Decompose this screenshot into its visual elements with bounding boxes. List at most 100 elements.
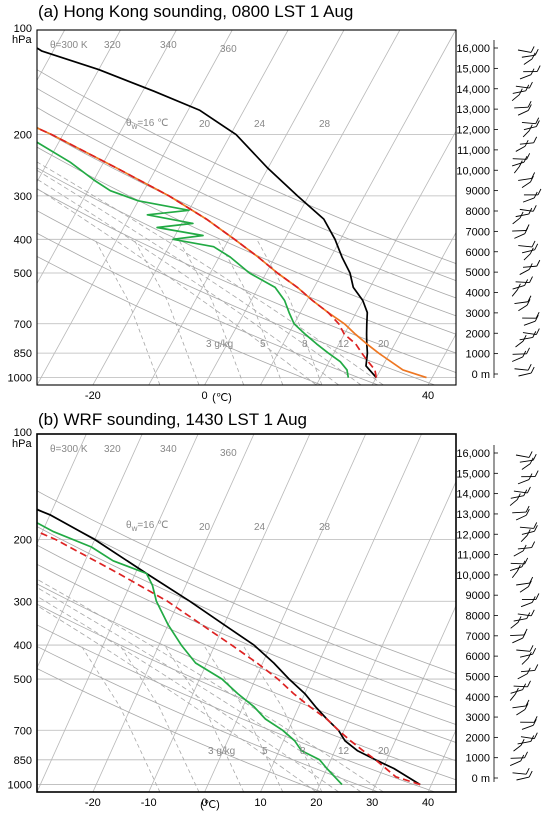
pressure-tick-label: 700 [14, 319, 32, 331]
wind-barb-feather [535, 117, 540, 124]
dry-adiabat-label: 320 [104, 40, 121, 51]
dry-adiabat-line [37, 255, 322, 385]
temperature-axis-label: (℃) [200, 799, 220, 811]
wind-barb-feather [536, 120, 540, 127]
height-tick-label: 16,000 [456, 43, 490, 55]
wind-barb-shaft [515, 213, 529, 218]
wind-barb-feather [524, 140, 529, 147]
wind-barb-feather [533, 732, 538, 739]
plot-frame [36, 29, 457, 386]
moist-adiabat-label: θw=16 ℃ [126, 520, 168, 533]
wind-barb-feather [531, 541, 536, 548]
wind-barb-feather [535, 328, 540, 335]
wind-barb-shaft [519, 653, 533, 658]
wind-barb-feather [517, 283, 521, 291]
wind-barb-feather [535, 593, 540, 600]
mixing-ratio-label: 5 [260, 339, 266, 350]
isotherm-line [37, 434, 199, 792]
wind-barb-feather [530, 609, 535, 617]
isotherm-line [92, 30, 289, 385]
wind-barb-feather [522, 350, 527, 358]
wind-barb-feather [530, 366, 535, 374]
moist-adiabat-label-subscript: w [131, 524, 138, 533]
wind-barb-feather [531, 240, 536, 248]
mixing-ratio-line [80, 644, 161, 792]
wind-barb-shaft [515, 281, 530, 284]
wind-barb-shaft [511, 94, 520, 102]
wind-barb-feather [526, 667, 531, 674]
moist-adiabat-line [37, 605, 317, 792]
wind-barb-feather [532, 205, 537, 212]
wind-barb-shaft [510, 495, 524, 499]
wind-barb-shaft [513, 744, 522, 752]
pressure-tick-label: 200 [14, 130, 32, 142]
mixing-ratio-label: 20 [378, 339, 390, 350]
mixing-ratio-label: 8 [300, 746, 306, 757]
wind-barb-shaft [512, 772, 527, 775]
dry-adiabat-line [37, 69, 456, 265]
wind-barb-shaft [517, 479, 530, 485]
isotherm-line [0, 434, 31, 792]
dry-adiabat-line [37, 188, 456, 373]
skewt-chart-a: θ=300 K 320 340 360 θw=16 ℃ 20 24 28 3 g/kg 5 8 12 2… [8, 23, 542, 404]
wind-barb-shaft [521, 463, 531, 470]
dry-adiabat-line [37, 167, 456, 354]
wind-barb-shaft [523, 253, 531, 261]
wind-barb-shaft [519, 208, 534, 212]
temperature-tick-label: 10 [254, 797, 266, 809]
wind-barb-feather [526, 153, 531, 160]
height-tick-label: 11,000 [457, 550, 490, 562]
wind-barb-feather [531, 172, 536, 179]
wind-barb-shaft [516, 649, 531, 652]
pressure-unit-label: hPa [12, 34, 32, 46]
dry-adiabat-line [37, 624, 435, 792]
dry-adiabat-label: 340 [160, 444, 177, 455]
wind-barb-feather [535, 311, 540, 319]
wind-barb-shaft [516, 709, 526, 716]
wind-barb-column [511, 46, 542, 377]
wind-barb-shaft [521, 181, 531, 189]
wind-barb-feather [533, 191, 538, 199]
height-tick-label: 11,000 [457, 145, 490, 157]
isotherm-line [427, 728, 456, 792]
wind-barb-shaft [523, 58, 533, 65]
wind-barb-feather [527, 364, 532, 371]
wind-barb-feather [528, 451, 533, 458]
temperature-tick-label: -20 [85, 390, 101, 402]
height-tick-label: 8000 [466, 611, 490, 623]
mixing-ratio-label: 12 [338, 339, 350, 350]
wind-barb-shaft [511, 289, 518, 297]
height-tick-label: 4000 [466, 288, 490, 300]
wind-barb-feather [522, 631, 527, 639]
wind-barb-feather [531, 52, 536, 60]
wind-barb-feather [537, 188, 542, 196]
wind-barb-feather [536, 259, 541, 267]
isotherm-line [315, 480, 456, 792]
sounding-series-line [37, 530, 421, 786]
isotherm-line [37, 30, 177, 285]
wind-barb-shaft [515, 454, 530, 458]
wind-barb-feather [536, 65, 541, 72]
wind-barb-feather [527, 101, 532, 108]
plot-frame [36, 433, 457, 793]
wind-barb-feather [525, 699, 530, 707]
dry-adiabat-line [37, 126, 456, 317]
pressure-tick-label: 100 [14, 427, 32, 439]
wind-barb-feather [528, 473, 533, 480]
wind-barb-shaft [515, 340, 524, 348]
dry-adiabat-label: 360 [220, 448, 237, 459]
wind-barb-feather [528, 580, 532, 587]
moist-adiabat-line [37, 595, 339, 792]
wind-barb-feather [528, 263, 533, 270]
moist-adiabat-label-value: =16 ℃ [137, 520, 168, 531]
wind-barb-shaft [519, 74, 532, 80]
isotherm-line [371, 604, 456, 792]
wind-barb-shaft [512, 356, 523, 362]
mixing-ratio-label: 8 [302, 339, 308, 350]
height-tick-label: 9000 [466, 186, 490, 198]
chart-title-b: (b) WRF sounding, 1430 LST 1 Aug [38, 410, 308, 429]
wind-barb-shaft [521, 657, 529, 665]
isotherm-line [315, 130, 456, 385]
temperature-tick-label: 30 [366, 797, 378, 809]
mixing-ratio-label: 12 [338, 746, 350, 757]
